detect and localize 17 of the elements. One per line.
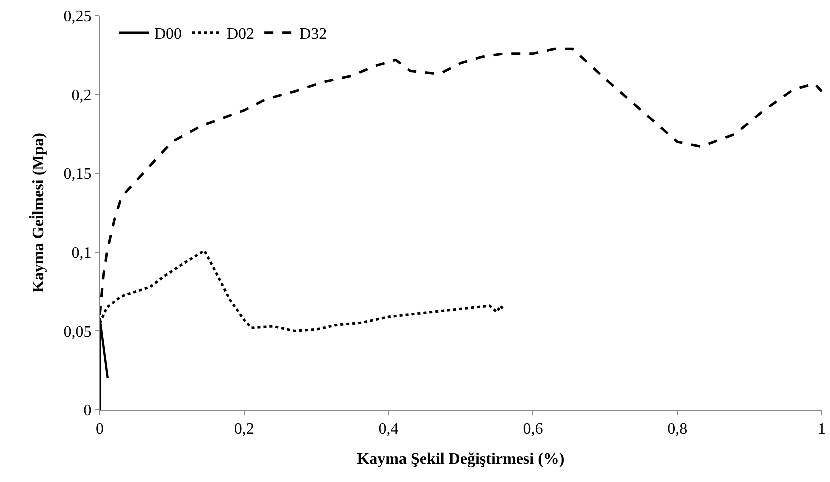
legend-label: D00 [154, 26, 182, 44]
y-tick-label: 0,1 [72, 245, 92, 262]
x-axis-title: Kayma Şekil Değiştirmesi (%) [357, 450, 565, 468]
legend-label: D02 [227, 26, 255, 44]
y-axis-title: Kayma Gei̇lmesi (Mpa) [28, 133, 48, 293]
x-tick-label: 0,6 [523, 421, 544, 438]
y-tick-label: 0,15 [64, 166, 92, 184]
y-tick-label: 0,25 [64, 8, 92, 26]
x-tick-label: 0,2 [234, 421, 254, 438]
x-tick-label: 0 [96, 421, 104, 438]
legend-label: D32 [300, 26, 328, 44]
y-tick-label: 0 [84, 402, 92, 420]
y-tick-label: 0,05 [64, 324, 92, 341]
y-tick-label: 0,2 [72, 87, 92, 104]
x-tick-label: 0,8 [668, 421, 688, 438]
x-tick-label: 1 [818, 421, 826, 438]
x-tick-label: 0,4 [378, 421, 399, 438]
